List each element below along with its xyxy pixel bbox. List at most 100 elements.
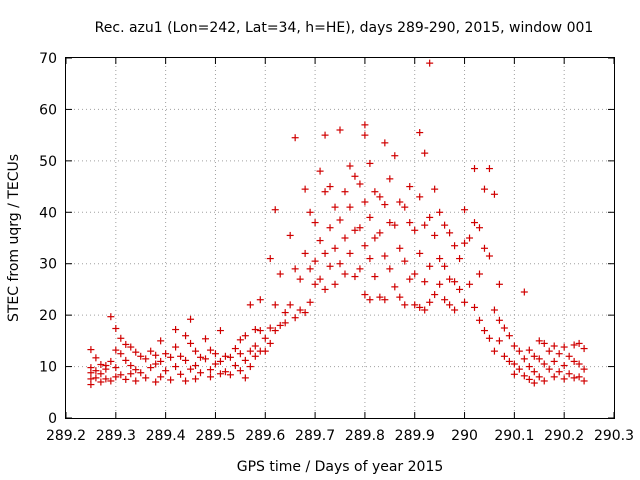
data-point	[371, 188, 379, 196]
data-point	[331, 280, 339, 288]
data-point	[321, 188, 329, 196]
x-tick-label: 289.5	[195, 428, 235, 444]
data-point	[221, 368, 229, 376]
data-point	[306, 208, 314, 216]
data-point	[187, 339, 195, 347]
data-point	[157, 337, 165, 345]
data-point	[426, 262, 434, 270]
data-point	[177, 352, 185, 360]
data-point	[127, 370, 135, 378]
x-tick-label: 289.9	[395, 428, 435, 444]
data-point	[520, 288, 528, 296]
data-point	[231, 345, 239, 353]
data-point	[276, 321, 284, 329]
grid-lines	[66, 58, 614, 418]
data-point	[122, 340, 130, 348]
data-point	[386, 219, 394, 227]
data-point	[371, 234, 379, 242]
data-point	[301, 249, 309, 257]
data-point	[510, 370, 518, 378]
data-point	[475, 270, 483, 278]
data-point	[436, 208, 444, 216]
data-point	[346, 203, 354, 211]
data-point	[575, 360, 583, 368]
data-point	[381, 139, 389, 147]
data-point	[396, 293, 404, 301]
x-tick-label: 289.2	[46, 428, 86, 444]
data-point	[221, 352, 229, 360]
data-point	[346, 249, 354, 257]
x-tick-label: 289.8	[345, 428, 385, 444]
data-point	[296, 306, 304, 314]
data-point	[92, 354, 100, 362]
data-point	[311, 257, 319, 265]
data-point	[490, 190, 498, 198]
data-point	[575, 373, 583, 381]
data-point	[381, 296, 389, 304]
data-point	[471, 303, 479, 311]
data-point	[351, 172, 359, 180]
data-point	[560, 343, 568, 351]
data-point	[102, 375, 110, 383]
data-point	[366, 213, 374, 221]
data-point	[182, 332, 190, 340]
data-point	[550, 373, 558, 381]
data-point	[251, 342, 259, 350]
data-point	[157, 373, 165, 381]
data-point	[271, 206, 279, 214]
data-point	[570, 374, 578, 382]
data-point	[570, 357, 578, 365]
data-point	[401, 301, 409, 309]
data-point	[535, 337, 543, 345]
data-point	[495, 316, 503, 324]
data-point	[480, 185, 488, 193]
data-point	[251, 326, 259, 334]
data-point	[580, 365, 588, 373]
data-point	[206, 366, 214, 374]
data-point	[421, 221, 429, 229]
x-tick-label: 289.4	[146, 428, 186, 444]
data-point	[127, 362, 135, 370]
data-point	[271, 301, 279, 309]
data-point	[211, 360, 219, 368]
data-point	[132, 366, 140, 374]
y-tick-label: 60	[39, 102, 57, 118]
data-point	[391, 283, 399, 291]
data-point	[266, 324, 274, 332]
data-point	[545, 365, 553, 373]
data-point	[396, 244, 404, 252]
data-point	[326, 224, 334, 232]
data-point	[256, 296, 264, 304]
data-point	[306, 298, 314, 306]
data-point	[406, 275, 414, 283]
data-point	[316, 275, 324, 283]
data-point	[107, 313, 115, 321]
data-point	[241, 374, 249, 382]
data-point	[416, 193, 424, 201]
data-point	[426, 59, 434, 67]
x-tick-label: 289.6	[245, 428, 285, 444]
data-point	[351, 273, 359, 281]
data-point	[530, 379, 538, 387]
data-point	[117, 350, 125, 358]
data-point	[540, 377, 548, 385]
data-point	[381, 201, 389, 209]
x-axis-label: GPS time / Days of year 2015	[237, 459, 444, 475]
data-point	[466, 280, 474, 288]
data-point	[421, 306, 429, 314]
data-point	[530, 352, 538, 360]
x-tick-label: 289.3	[96, 428, 136, 444]
data-point	[550, 342, 558, 350]
data-point	[301, 309, 309, 317]
data-point	[416, 129, 424, 137]
data-point	[201, 335, 209, 343]
data-point	[92, 374, 100, 382]
data-point	[107, 377, 115, 385]
data-point	[206, 373, 214, 381]
x-tick-label: 290.3	[594, 428, 634, 444]
data-point	[216, 370, 224, 378]
data-point	[515, 347, 523, 355]
data-points	[87, 59, 588, 389]
data-point	[471, 165, 479, 173]
data-point	[555, 350, 563, 358]
